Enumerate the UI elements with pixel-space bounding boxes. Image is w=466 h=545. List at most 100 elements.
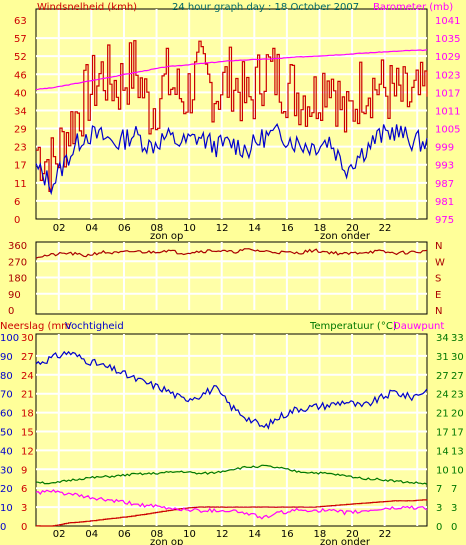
compass-tick-label: E — [435, 290, 441, 301]
wind-tick-label: 63 — [14, 16, 27, 27]
dewpoint-tick-label: 7 — [451, 484, 457, 495]
humidity-line — [35, 350, 428, 430]
rain-tick-label: 24 — [21, 371, 34, 382]
direction-tick-label: 0 — [8, 306, 14, 317]
dewpoint-tick-label: 30 — [451, 352, 464, 363]
x-tick-label: 18 — [313, 223, 326, 234]
direction-tick-label: 180 — [8, 274, 27, 285]
wind-tick-label: 6 — [14, 197, 20, 208]
temperature-tick-label: 31 — [436, 352, 449, 363]
x-tick-label: 04 — [85, 223, 98, 234]
dewpoint-tick-label: 10 — [451, 465, 464, 476]
wind-speed-line — [35, 123, 428, 196]
rain-tick-label: 15 — [21, 428, 34, 439]
rain-tick-label: 6 — [21, 484, 27, 495]
compass-tick-label: N — [435, 306, 442, 317]
dewpoint-tick-label: 13 — [451, 446, 464, 457]
dewpoint-tick-label: 3 — [451, 503, 457, 514]
x-tick-label: 08 — [151, 529, 164, 540]
humidity-tick-label: 0 — [0, 522, 6, 533]
rain-tick-label: 12 — [21, 446, 34, 457]
dewpoint-tick-label: 17 — [451, 428, 464, 439]
x-tick-label: 16 — [281, 223, 294, 234]
wind-tick-label: 23 — [14, 143, 27, 154]
x-tick-label: 12 — [216, 223, 229, 234]
rain-tick-label: 18 — [21, 409, 34, 420]
barometer-tick-label: 1005 — [435, 125, 460, 136]
x-tick-label: 08 — [151, 223, 164, 234]
chart-title: 24 hour graph day : 18 October 2007 — [172, 2, 359, 13]
dewpoint-tick-label: 27 — [451, 371, 464, 382]
rain-tick-label: 9 — [21, 465, 27, 476]
sunset-label: zon onder — [320, 231, 371, 242]
temperature-tick-label: 10 — [436, 465, 449, 476]
sunrise-label: zon op — [150, 537, 183, 545]
x-tick-label: 06 — [118, 529, 131, 540]
x-tick-label: 02 — [53, 223, 66, 234]
rain-tick-label: 0 — [21, 522, 27, 533]
rain-tick-label: 3 — [21, 503, 27, 514]
wind-tick-label: 11 — [14, 179, 27, 190]
humidity-axis-title: Vochtigheid — [65, 321, 124, 332]
wind-tick-label: 57 — [14, 34, 27, 45]
panel-humidity-background — [35, 333, 428, 527]
sunset-label: zon onder — [320, 537, 371, 545]
x-tick-label: 12 — [216, 529, 229, 540]
humidity-tick-label: 80 — [0, 371, 13, 382]
barometer-tick-label: 1017 — [435, 88, 460, 99]
direction-tick-label: 360 — [8, 241, 27, 252]
wind-tick-label: 40 — [14, 88, 27, 99]
rain-axis-title: Neerslag (mm — [0, 321, 71, 332]
dewpoint-tick-label: 20 — [451, 409, 464, 420]
temperature-tick-label: 27 — [436, 371, 449, 382]
wind-tick-label: 46 — [14, 70, 27, 81]
x-tick-label: 22 — [379, 529, 392, 540]
x-tick-label: 20 — [346, 223, 359, 234]
x-tick-label: 10 — [183, 223, 196, 234]
barometer-tick-label: 993 — [435, 161, 454, 172]
wind-tick-label: 34 — [14, 106, 27, 117]
temperature-tick-label: 3 — [436, 503, 442, 514]
x-tick-label: 16 — [281, 529, 294, 540]
wind-gust-line — [36, 40, 428, 192]
humidity-tick-label: 60 — [0, 409, 13, 420]
barometer-axis-title: Barometer (mb) — [373, 2, 453, 13]
rain-tick-label: 30 — [21, 333, 34, 344]
dewpoint-axis-title: Dauwpunt — [393, 321, 444, 332]
humidity-tick-label: 100 — [0, 333, 19, 344]
dewpoint-line — [35, 489, 428, 520]
temperature-tick-label: 0 — [436, 522, 442, 533]
barometer-tick-label: 975 — [435, 215, 454, 226]
wind-tick-label: 17 — [14, 161, 27, 172]
x-tick-label: 18 — [313, 529, 326, 540]
humidity-tick-label: 10 — [0, 503, 13, 514]
dewpoint-tick-label: 33 — [451, 333, 464, 344]
x-tick-label: 14 — [248, 529, 261, 540]
rain-tick-label: 27 — [21, 352, 34, 363]
x-tick-label: 10 — [183, 529, 196, 540]
barometer-tick-label: 981 — [435, 197, 454, 208]
temperature-tick-label: 24 — [436, 390, 449, 401]
direction-tick-label: 270 — [8, 257, 27, 268]
x-tick-label: 04 — [85, 529, 98, 540]
temperature-tick-label: 21 — [436, 409, 449, 420]
series-lines — [35, 40, 428, 527]
temperature-tick-label: 34 — [436, 333, 449, 344]
sunrise-label: zon op — [150, 231, 183, 242]
temperature-tick-label: 17 — [436, 428, 449, 439]
barometer-tick-label: 999 — [435, 143, 454, 154]
x-tick-label: 02 — [53, 529, 66, 540]
barometer-tick-label: 1023 — [435, 70, 460, 81]
compass-tick-label: W — [435, 257, 445, 268]
x-tick-label: 20 — [346, 529, 359, 540]
barometer-tick-label: 1041 — [435, 16, 460, 27]
barometer-tick-label: 1035 — [435, 34, 460, 45]
rain-tick-label: 21 — [21, 390, 34, 401]
wind-axis-title: Windsnelheid (kmh) — [37, 2, 137, 13]
barometer-tick-label: 1029 — [435, 52, 460, 63]
x-tick-label: 06 — [118, 223, 131, 234]
temperature-tick-label: 14 — [436, 446, 449, 457]
dewpoint-tick-label: 23 — [451, 390, 464, 401]
